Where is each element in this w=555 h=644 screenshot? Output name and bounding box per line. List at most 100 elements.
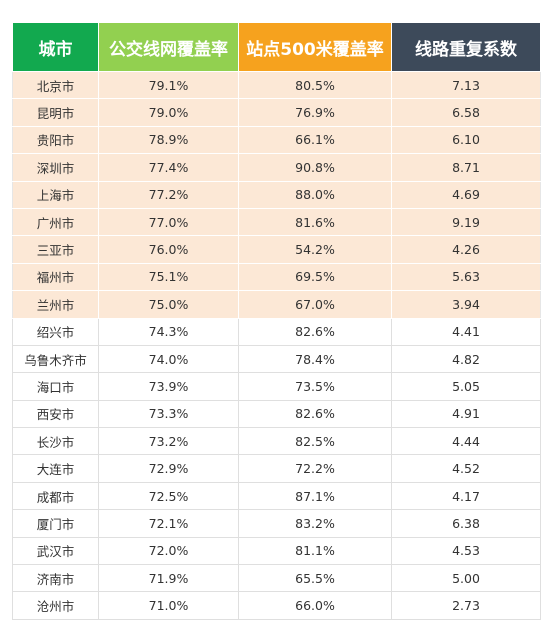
table-row: 长沙市 73.2% 82.5% 4.44 [12, 427, 541, 456]
cell-city: 厦门市 [12, 509, 99, 538]
cell-city: 长沙市 [12, 427, 99, 456]
cell-route-coefficient: 4.26 [391, 235, 541, 264]
table-row: 济南市 71.9% 65.5% 5.00 [12, 564, 541, 593]
header-row: 城市 公交线网覆盖率 站点500米覆盖率 线路重复系数 [12, 22, 541, 72]
cell-stop-coverage: 66.0% [238, 591, 392, 620]
cell-route-coefficient: 4.82 [391, 344, 541, 374]
cell-route-coefficient: 4.91 [391, 399, 541, 429]
cell-route-coefficient: 4.53 [391, 536, 541, 566]
cell-stop-coverage: 66.1% [238, 125, 392, 155]
cell-bus-coverage: 78.9% [98, 125, 239, 155]
header-city: 城市 [12, 22, 99, 72]
cell-route-coefficient: 5.05 [391, 372, 541, 401]
cell-bus-coverage: 71.9% [98, 564, 239, 593]
cell-city: 西安市 [12, 399, 99, 429]
cell-city: 上海市 [12, 180, 99, 209]
cell-stop-coverage: 81.6% [238, 207, 392, 237]
cell-city: 深圳市 [12, 153, 99, 182]
cell-city: 贵阳市 [12, 125, 99, 155]
cell-bus-coverage: 74.0% [98, 344, 239, 374]
header-stop-500m-coverage: 站点500米覆盖率 [238, 22, 392, 72]
table-row: 北京市 79.1% 80.5% 7.13 [12, 70, 541, 100]
header-bus-network-coverage: 公交线网覆盖率 [98, 22, 239, 72]
cell-route-coefficient: 4.69 [391, 180, 541, 209]
table-row: 福州市 75.1% 69.5% 5.63 [12, 262, 541, 292]
cell-stop-coverage: 73.5% [238, 372, 392, 401]
cell-stop-coverage: 67.0% [238, 290, 392, 319]
cell-bus-coverage: 79.1% [98, 70, 239, 100]
cell-stop-coverage: 82.6% [238, 399, 392, 429]
cell-route-coefficient: 5.00 [391, 564, 541, 593]
cell-route-coefficient: 7.13 [391, 70, 541, 100]
cell-stop-coverage: 65.5% [238, 564, 392, 593]
table-row: 厦门市 72.1% 83.2% 6.38 [12, 509, 541, 538]
cell-route-coefficient: 4.52 [391, 454, 541, 483]
table-row: 沧州市 71.0% 66.0% 2.73 [12, 591, 541, 620]
cell-city: 海口市 [12, 372, 99, 401]
table-row: 贵阳市 78.9% 66.1% 6.10 [12, 125, 541, 155]
cell-bus-coverage: 72.0% [98, 536, 239, 566]
cell-city: 昆明市 [12, 98, 99, 127]
cell-bus-coverage: 76.0% [98, 235, 239, 264]
cell-bus-coverage: 75.0% [98, 290, 239, 319]
cell-stop-coverage: 82.6% [238, 317, 392, 346]
cell-stop-coverage: 78.4% [238, 344, 392, 374]
cell-route-coefficient: 9.19 [391, 207, 541, 237]
cell-route-coefficient: 6.38 [391, 509, 541, 538]
cell-bus-coverage: 75.1% [98, 262, 239, 292]
cell-route-coefficient: 4.41 [391, 317, 541, 346]
cell-city: 北京市 [12, 70, 99, 100]
cell-stop-coverage: 83.2% [238, 509, 392, 538]
cell-bus-coverage: 71.0% [98, 591, 239, 620]
cell-stop-coverage: 90.8% [238, 153, 392, 182]
cell-bus-coverage: 73.9% [98, 372, 239, 401]
cell-bus-coverage: 72.1% [98, 509, 239, 538]
cell-bus-coverage: 77.0% [98, 207, 239, 237]
table-row: 大连市 72.9% 72.2% 4.52 [12, 454, 541, 483]
cell-city: 兰州市 [12, 290, 99, 319]
cell-route-coefficient: 4.44 [391, 427, 541, 456]
cell-route-coefficient: 3.94 [391, 290, 541, 319]
cell-bus-coverage: 77.4% [98, 153, 239, 182]
table-row: 西安市 73.3% 82.6% 4.91 [12, 399, 541, 429]
cell-route-coefficient: 5.63 [391, 262, 541, 292]
table-row: 武汉市 72.0% 81.1% 4.53 [12, 536, 541, 566]
cell-stop-coverage: 80.5% [238, 70, 392, 100]
cell-bus-coverage: 79.0% [98, 98, 239, 127]
cell-route-coefficient: 6.10 [391, 125, 541, 155]
cell-bus-coverage: 73.3% [98, 399, 239, 429]
cell-stop-coverage: 54.2% [238, 235, 392, 264]
cell-city: 济南市 [12, 564, 99, 593]
table-header: 城市 公交线网覆盖率 站点500米覆盖率 线路重复系数 [12, 22, 541, 72]
cell-city: 武汉市 [12, 536, 99, 566]
table-row: 广州市 77.0% 81.6% 9.19 [12, 207, 541, 237]
table-row: 成都市 72.5% 87.1% 4.17 [12, 481, 541, 511]
cell-stop-coverage: 88.0% [238, 180, 392, 209]
cell-route-coefficient: 2.73 [391, 591, 541, 620]
cell-bus-coverage: 77.2% [98, 180, 239, 209]
cell-bus-coverage: 72.9% [98, 454, 239, 483]
cell-city: 乌鲁木齐市 [12, 344, 99, 374]
city-transit-table-container: 城市 公交线网覆盖率 站点500米覆盖率 线路重复系数 北京市 79.1% 80.5… [12, 22, 541, 620]
table-row: 三亚市 76.0% 54.2% 4.26 [12, 235, 541, 264]
table-row: 海口市 73.9% 73.5% 5.05 [12, 372, 541, 401]
cell-city: 广州市 [12, 207, 99, 237]
cell-city: 三亚市 [12, 235, 99, 264]
cell-city: 绍兴市 [12, 317, 99, 346]
cell-stop-coverage: 69.5% [238, 262, 392, 292]
cell-route-coefficient: 6.58 [391, 98, 541, 127]
cell-bus-coverage: 74.3% [98, 317, 239, 346]
table-row: 深圳市 77.4% 90.8% 8.71 [12, 153, 541, 182]
cell-city: 沧州市 [12, 591, 99, 620]
cell-bus-coverage: 72.5% [98, 481, 239, 511]
table-row: 上海市 77.2% 88.0% 4.69 [12, 180, 541, 209]
table-body: 北京市 79.1% 80.5% 7.13 昆明市 79.0% 76.9% 6.58 贵阳市 78.… [12, 70, 541, 620]
table-row: 绍兴市 74.3% 82.6% 4.41 [12, 317, 541, 346]
cell-city: 福州市 [12, 262, 99, 292]
cell-city: 大连市 [12, 454, 99, 483]
cell-route-coefficient: 8.71 [391, 153, 541, 182]
cell-stop-coverage: 87.1% [238, 481, 392, 511]
table-row: 乌鲁木齐市 74.0% 78.4% 4.82 [12, 344, 541, 374]
cell-stop-coverage: 72.2% [238, 454, 392, 483]
table-row: 兰州市 75.0% 67.0% 3.94 [12, 290, 541, 319]
